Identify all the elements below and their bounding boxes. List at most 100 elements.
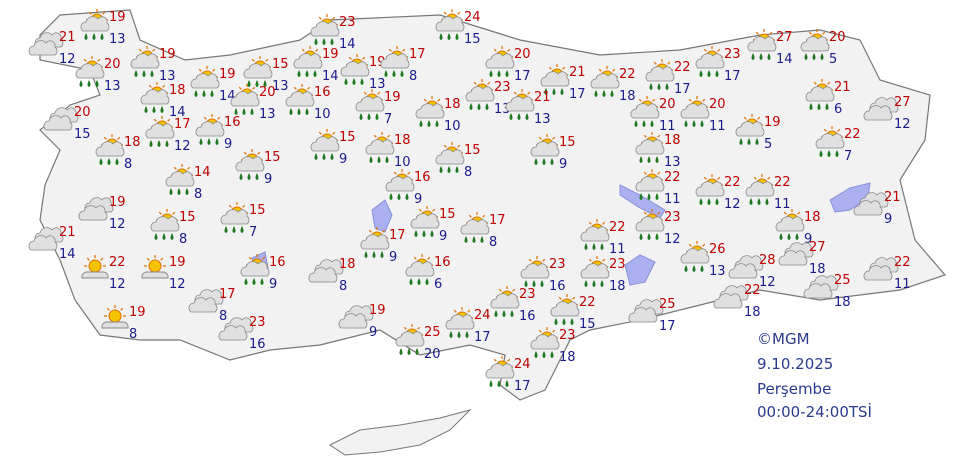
min-temp: 17 (514, 379, 531, 394)
rain-drop (825, 103, 829, 110)
rain-drop (305, 108, 309, 115)
max-temp: 19 (369, 303, 386, 318)
min-temp: 9 (264, 172, 272, 187)
max-temp: 22 (664, 170, 681, 185)
min-temp: 6 (834, 102, 842, 117)
sun-ray (160, 257, 164, 261)
rain-drop (439, 166, 443, 173)
rain-drop (400, 70, 404, 77)
sun-ray (88, 11, 92, 15)
cloud (165, 171, 195, 187)
rain-drop (344, 78, 348, 85)
max-temp: 23 (494, 80, 511, 95)
sun-ray (783, 211, 787, 215)
min-temp: 14 (59, 247, 76, 262)
sun-ray (552, 329, 556, 333)
min-temp: 15 (464, 32, 481, 47)
sun-ray (457, 11, 461, 15)
sun-ray (382, 229, 386, 233)
rain-drop (152, 106, 156, 113)
rain-drop (739, 138, 743, 145)
max-temp: 23 (559, 328, 576, 343)
rain-drop (425, 278, 429, 285)
min-temp: 13 (369, 77, 386, 92)
rain-drop (419, 120, 423, 127)
rain-drop (447, 33, 451, 40)
sun-ray (688, 243, 692, 247)
sun-ray (262, 256, 266, 260)
rain-drop (314, 153, 318, 160)
sun-ray (332, 16, 336, 20)
max-temp: 19 (384, 90, 401, 105)
sun-ray (252, 86, 256, 90)
cloud (775, 216, 805, 232)
rain-drop (100, 33, 104, 40)
rain-drop (699, 198, 703, 205)
min-temp: 17 (474, 330, 491, 345)
rain-drop (364, 251, 368, 258)
rain-drop (389, 193, 393, 200)
sun-ray (512, 288, 516, 292)
max-temp: 18 (444, 97, 461, 112)
min-temp: 16 (549, 279, 566, 294)
station: 178 (380, 46, 426, 84)
rain-drop (472, 236, 476, 243)
min-temp: 9 (884, 212, 892, 227)
sun-ray (417, 326, 421, 330)
sun-ray (717, 176, 721, 180)
rain-drop (707, 70, 711, 77)
cloud (863, 105, 893, 121)
sun-ray (432, 208, 436, 212)
rain-drop (260, 278, 264, 285)
rain-drop (263, 80, 267, 87)
max-temp: 22 (579, 295, 596, 310)
cloud (310, 136, 340, 152)
rain-drop (600, 280, 604, 287)
max-temp: 15 (339, 130, 356, 145)
rain-drop (239, 173, 243, 180)
min-temp: 9 (389, 250, 397, 265)
sun-ray (797, 211, 801, 215)
max-temp: 24 (464, 10, 481, 25)
min-temp: 9 (559, 157, 567, 172)
min-temp: 18 (834, 295, 851, 310)
sun-ray (528, 258, 532, 262)
sun-ray (377, 91, 381, 95)
rain-drop (562, 318, 566, 325)
max-temp: 19 (109, 195, 126, 210)
cloud (380, 53, 410, 69)
sun-ray (148, 84, 152, 88)
max-temp: 25 (834, 273, 851, 288)
cloud (150, 216, 180, 232)
min-temp: 18 (609, 279, 626, 294)
lake-tuz (371, 199, 393, 233)
min-temp: 13 (272, 79, 289, 94)
sun-ray (657, 134, 661, 138)
sun-ray (767, 176, 771, 180)
rain-drop (160, 106, 164, 113)
min-temp: 11 (774, 197, 791, 212)
rain-drop (552, 88, 556, 95)
rain-drop (700, 120, 704, 127)
min-temp: 12 (109, 277, 126, 292)
min-temp: 8 (194, 187, 202, 202)
max-temp: 19 (159, 47, 176, 62)
rain-drop (154, 233, 158, 240)
min-temp: 12 (59, 52, 76, 67)
rain-drop (610, 90, 614, 97)
station: 227 (815, 126, 861, 164)
station: 179 (360, 227, 406, 265)
rain-drop (250, 108, 254, 115)
min-temp: 14 (339, 37, 356, 52)
rain-drop (95, 80, 99, 87)
cloud (530, 334, 560, 350)
rain-drop (509, 113, 513, 120)
rain-drop (692, 265, 696, 272)
